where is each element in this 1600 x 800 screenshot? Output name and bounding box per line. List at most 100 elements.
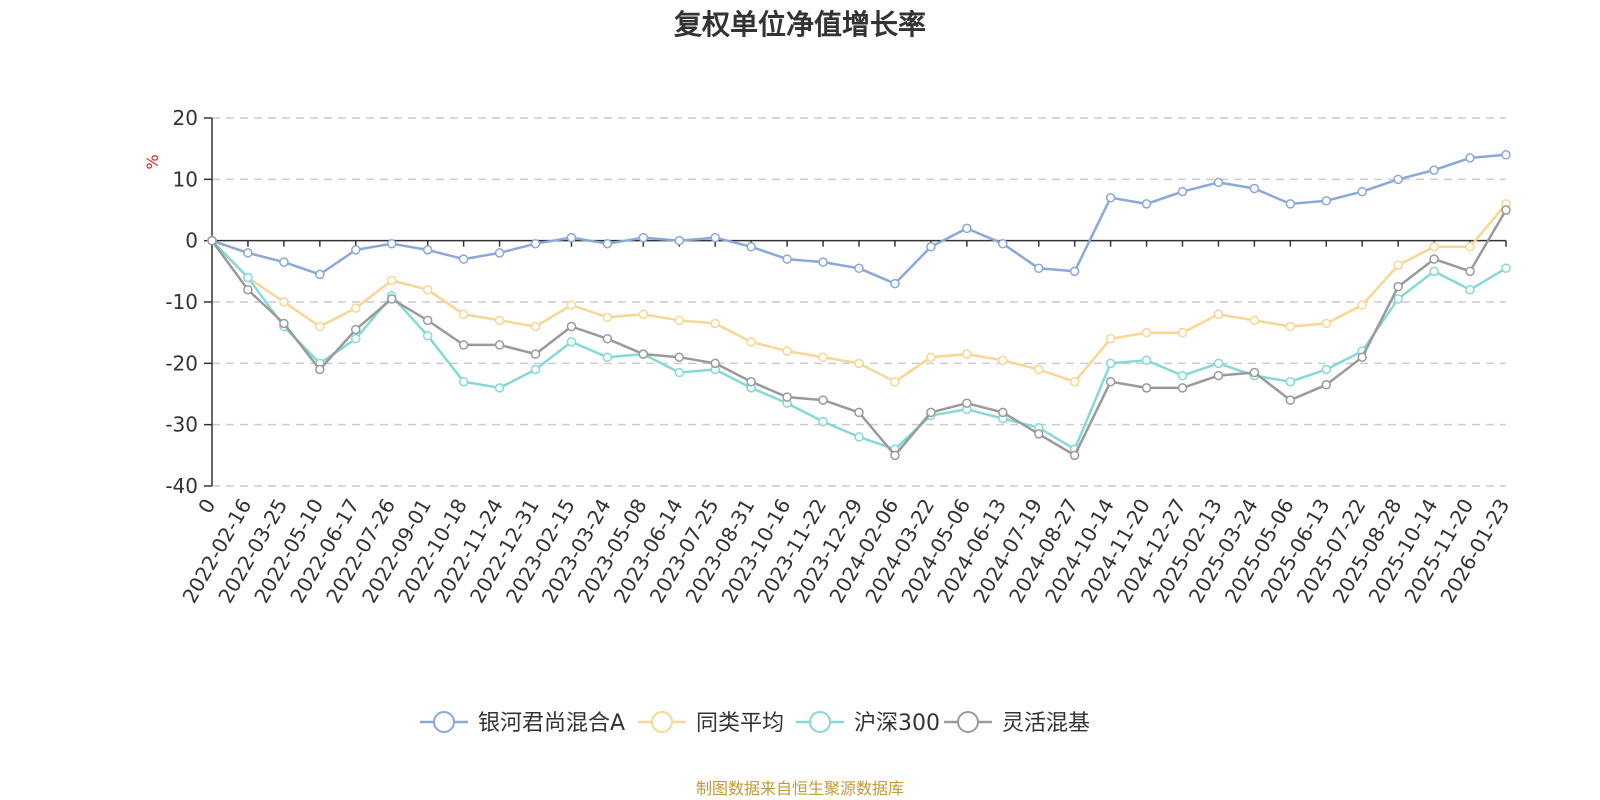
data-point[interactable]	[926, 407, 936, 418]
data-point[interactable]	[1213, 309, 1224, 320]
data-point[interactable]	[1105, 358, 1116, 369]
data-point[interactable]	[1285, 321, 1296, 332]
data-point[interactable]	[1033, 263, 1044, 274]
data-point[interactable]	[1465, 284, 1475, 295]
data-point[interactable]	[854, 432, 864, 442]
data-point[interactable]	[1141, 355, 1152, 366]
data-point[interactable]	[1105, 192, 1116, 203]
data-point[interactable]	[1465, 153, 1475, 163]
data-point[interactable]	[1285, 395, 1296, 405]
data-point[interactable]	[1429, 266, 1439, 277]
data-point[interactable]	[1177, 383, 1188, 393]
data-point[interactable]	[458, 340, 469, 350]
data-point[interactable]	[638, 309, 649, 320]
data-point[interactable]	[1501, 263, 1511, 274]
data-point[interactable]	[1141, 383, 1152, 393]
data-point[interactable]	[279, 297, 289, 307]
data-point[interactable]	[1069, 450, 1080, 461]
data-point[interactable]	[818, 395, 828, 405]
data-point[interactable]	[746, 242, 756, 252]
data-point[interactable]	[782, 346, 792, 356]
data-point[interactable]	[1213, 177, 1224, 188]
data-point[interactable]	[1141, 199, 1152, 209]
data-point[interactable]	[998, 355, 1008, 366]
legend-item[interactable]: 同类平均	[638, 711, 784, 736]
data-point[interactable]	[1213, 370, 1224, 381]
data-point[interactable]	[638, 349, 649, 359]
data-point[interactable]	[602, 238, 613, 249]
data-point[interactable]	[1033, 364, 1044, 375]
data-point[interactable]	[818, 416, 828, 427]
data-point[interactable]	[1249, 183, 1260, 194]
data-point[interactable]	[926, 242, 936, 252]
data-point[interactable]	[1177, 327, 1188, 338]
data-point[interactable]	[1105, 334, 1116, 344]
data-point[interactable]	[530, 349, 541, 359]
data-point[interactable]	[494, 315, 505, 326]
data-point[interactable]	[746, 337, 756, 347]
data-point[interactable]	[530, 321, 541, 332]
data-point[interactable]	[1501, 205, 1511, 215]
data-point[interactable]	[530, 238, 541, 249]
data-point[interactable]	[566, 232, 577, 243]
data-point[interactable]	[422, 245, 433, 255]
data-point[interactable]	[315, 269, 325, 280]
data-point[interactable]	[1465, 266, 1475, 277]
data-point[interactable]	[1393, 260, 1403, 270]
data-point[interactable]	[566, 300, 577, 310]
data-point[interactable]	[243, 272, 253, 283]
data-point[interactable]	[602, 352, 613, 362]
data-point[interactable]	[890, 450, 900, 461]
data-point[interactable]	[1357, 186, 1367, 197]
data-point[interactable]	[1357, 352, 1367, 362]
data-point[interactable]	[782, 254, 792, 264]
data-point[interactable]	[458, 376, 469, 387]
data-point[interactable]	[674, 352, 685, 362]
data-point[interactable]	[315, 364, 325, 375]
data-point[interactable]	[962, 398, 972, 408]
data-point[interactable]	[1429, 254, 1439, 264]
legend-item[interactable]: 沪深300	[796, 711, 940, 736]
data-point[interactable]	[998, 407, 1008, 418]
data-point[interactable]	[458, 309, 469, 320]
data-point[interactable]	[1069, 266, 1080, 277]
data-point[interactable]	[602, 334, 613, 344]
data-point[interactable]	[351, 334, 361, 344]
data-point[interactable]	[746, 376, 756, 387]
data-point[interactable]	[1465, 242, 1475, 252]
data-point[interactable]	[1069, 376, 1080, 387]
data-point[interactable]	[422, 330, 433, 341]
legend-item[interactable]: 银河君尚混合A	[420, 711, 625, 736]
data-point[interactable]	[890, 278, 900, 289]
data-point[interactable]	[818, 352, 828, 362]
data-point[interactable]	[674, 235, 685, 246]
data-point[interactable]	[926, 352, 936, 362]
data-point[interactable]	[351, 245, 361, 255]
data-point[interactable]	[1393, 281, 1403, 292]
data-point[interactable]	[1393, 174, 1403, 185]
data-point[interactable]	[1213, 358, 1224, 369]
legend-item[interactable]: 灵活混基	[944, 711, 1090, 736]
data-point[interactable]	[854, 263, 864, 274]
data-point[interactable]	[1321, 364, 1332, 375]
data-point[interactable]	[315, 321, 325, 332]
data-point[interactable]	[1429, 242, 1439, 252]
data-point[interactable]	[890, 376, 900, 387]
data-point[interactable]	[710, 318, 720, 329]
data-point[interactable]	[638, 232, 649, 243]
data-point[interactable]	[1249, 367, 1260, 378]
data-point[interactable]	[494, 248, 505, 258]
data-point[interactable]	[1357, 300, 1367, 310]
data-point[interactable]	[566, 321, 577, 332]
data-point[interactable]	[566, 337, 577, 347]
data-point[interactable]	[710, 358, 720, 369]
data-point[interactable]	[351, 324, 361, 335]
data-point[interactable]	[674, 315, 685, 326]
data-point[interactable]	[1321, 380, 1332, 390]
data-point[interactable]	[386, 238, 397, 249]
data-point[interactable]	[1285, 376, 1296, 387]
data-point[interactable]	[351, 303, 361, 313]
data-point[interactable]	[386, 294, 397, 304]
data-point[interactable]	[458, 254, 469, 264]
data-point[interactable]	[1177, 186, 1188, 197]
